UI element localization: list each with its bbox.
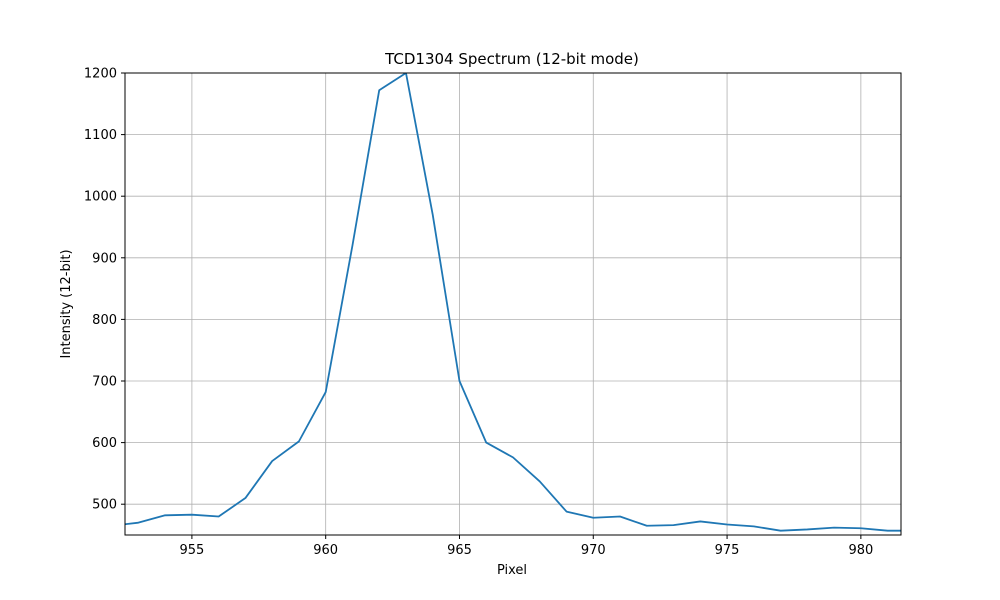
y-tick-label: 600 bbox=[92, 436, 117, 451]
y-tick-label: 500 bbox=[92, 498, 117, 513]
x-axis: 955 960 965 970 975 980 bbox=[179, 535, 873, 558]
x-tick-label: 960 bbox=[313, 543, 338, 558]
y-tick-label: 1000 bbox=[84, 190, 117, 205]
series-layer bbox=[125, 73, 901, 532]
plot-area bbox=[125, 73, 901, 532]
x-tick-label: 980 bbox=[848, 543, 873, 558]
chart-title: TCD1304 Spectrum (12-bit mode) bbox=[384, 50, 639, 68]
y-axis: 500 600 700 800 900 1000 1100 1200 bbox=[84, 67, 125, 513]
plot-frame bbox=[124, 72, 902, 536]
y-tick-label: 800 bbox=[92, 313, 117, 328]
x-tick-label: 965 bbox=[447, 543, 472, 558]
x-tick-label: 970 bbox=[581, 543, 606, 558]
y-tick-label: 1200 bbox=[84, 67, 117, 82]
y-tick-label: 900 bbox=[92, 251, 117, 266]
x-axis-label: Pixel bbox=[497, 563, 527, 578]
y-tick-label: 1100 bbox=[84, 128, 117, 143]
y-tick-label: 700 bbox=[92, 375, 117, 390]
x-tick-label: 975 bbox=[715, 543, 740, 558]
x-tick-label: 955 bbox=[179, 543, 204, 558]
y-axis-label: Intensity (12-bit) bbox=[59, 249, 74, 358]
series-line-spectrum bbox=[125, 73, 901, 532]
